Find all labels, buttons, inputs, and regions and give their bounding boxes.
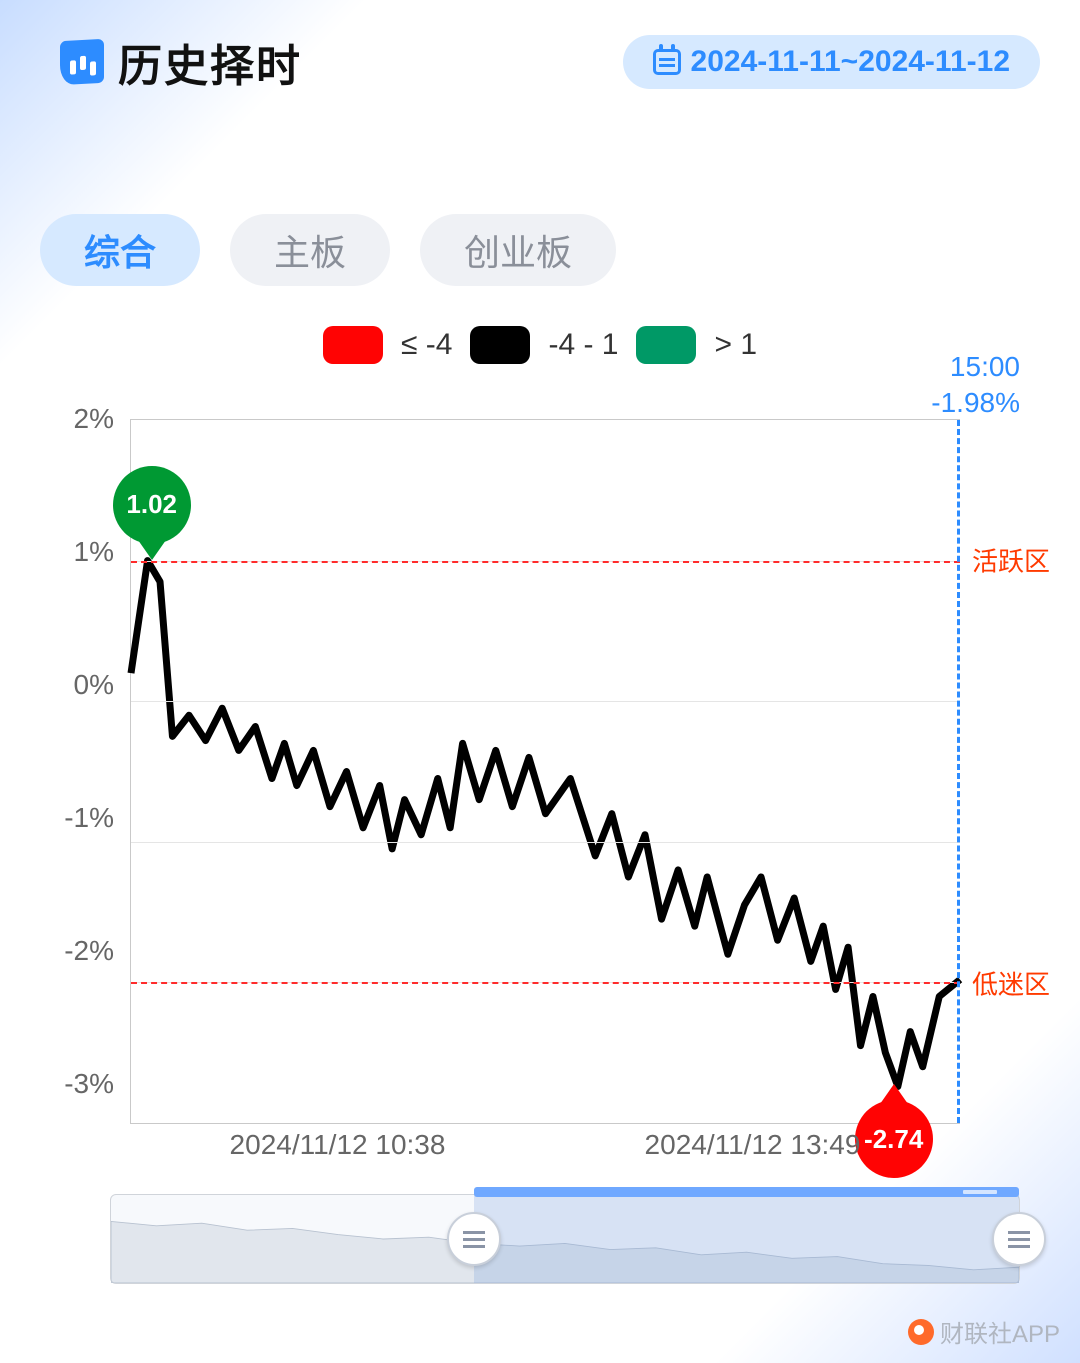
legend: ≤ -4 -4 - 1 > 1 — [0, 306, 1080, 374]
tab-overall[interactable]: 综合 — [40, 214, 200, 286]
y-tick: 2% — [74, 403, 114, 435]
reference-line — [131, 982, 960, 984]
chart-marker: 1.02 — [113, 466, 191, 544]
scrubber-selection — [474, 1195, 1019, 1283]
y-tick: -1% — [64, 802, 114, 834]
plot-area[interactable]: 1.02-2.74 — [130, 419, 960, 1124]
watermark: 财联社APP — [908, 1314, 1060, 1349]
y-axis: 2% 1% 0% -1% -2% -3% — [30, 394, 120, 1144]
legend-label-low: ≤ -4 — [401, 328, 452, 362]
scrubber-top-bar[interactable] — [474, 1187, 1019, 1197]
chart-logo-icon — [60, 39, 104, 85]
scrubber-handle-right[interactable] — [992, 1212, 1046, 1266]
legend-label-mid: -4 - 1 — [548, 328, 618, 362]
cursor-annotation: 15:00 -1.98% — [931, 349, 1020, 422]
page-title: 历史择时 — [118, 30, 302, 94]
y-tick: 1% — [74, 536, 114, 568]
tab-mainboard[interactable]: 主板 — [230, 214, 390, 286]
cursor-time: 15:00 — [931, 349, 1020, 385]
tab-chinext[interactable]: 创业板 — [420, 214, 616, 286]
title-group: 历史择时 — [60, 30, 302, 94]
time-scrubber[interactable] — [110, 1194, 1020, 1284]
chart: 15:00 -1.98% 2%1%0%-1%-2%-3% 1.02-2.74 2… — [30, 394, 1050, 1184]
calendar-icon — [653, 49, 681, 75]
zone-label: 低迷区 — [972, 965, 1050, 1002]
date-range-button[interactable]: 2024-11-11~2024-11-12 — [623, 35, 1040, 89]
legend-swatch-mid — [470, 326, 530, 364]
grid-line — [131, 842, 960, 843]
legend-label-high: > 1 — [714, 328, 757, 362]
y-tick: 0% — [74, 669, 114, 701]
x-tick-0: 2024/11/12 10:38 — [230, 1129, 446, 1169]
grid-line — [131, 701, 960, 702]
reference-line — [131, 561, 960, 563]
y-tick: -3% — [64, 1068, 114, 1100]
cursor-value: -1.98% — [931, 385, 1020, 421]
legend-swatch-low — [323, 326, 383, 364]
watermark-text: 财联社APP — [940, 1314, 1060, 1349]
date-range-text: 2024-11-11~2024-11-12 — [691, 45, 1010, 79]
watermark-icon — [908, 1319, 934, 1345]
legend-swatch-high — [636, 326, 696, 364]
x-tick-1: 2024/11/12 13:49 — [645, 1129, 861, 1169]
x-axis: 2024/11/12 10:38 2024/11/12 13:49 — [130, 1129, 960, 1169]
line-series — [131, 420, 960, 1123]
header: 历史择时 2024-11-11~2024-11-12 — [0, 0, 1080, 114]
scrubber-handle-left[interactable] — [447, 1212, 501, 1266]
y-tick: -2% — [64, 935, 114, 967]
zone-label: 活跃区 — [972, 542, 1050, 579]
chart-right-edge — [957, 420, 960, 1123]
tabs: 综合 主板 创业板 — [0, 114, 1080, 306]
